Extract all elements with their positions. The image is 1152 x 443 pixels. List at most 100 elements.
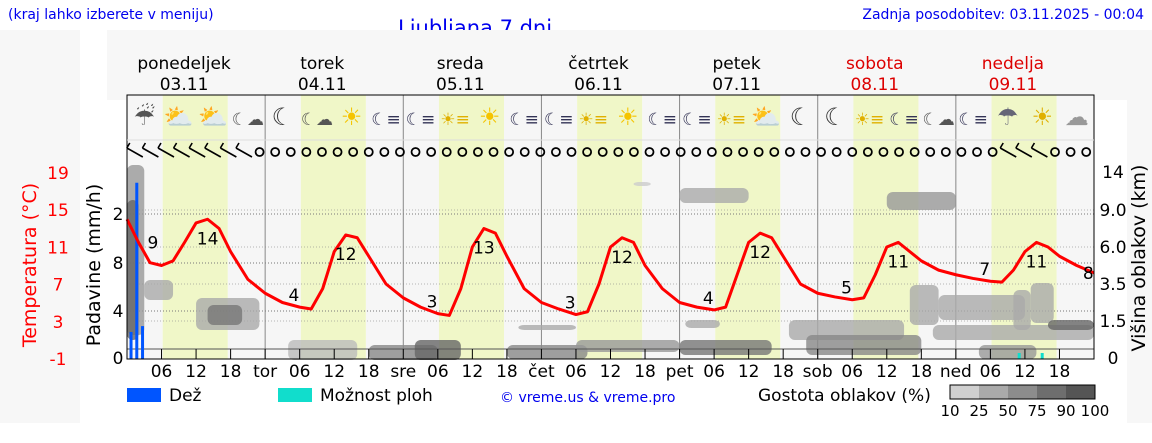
density-scale-frame — [949, 384, 1096, 400]
sun-icon: ☀ — [479, 103, 501, 131]
cloud-height-axis-label: Višina oblakov (km) — [1128, 165, 1150, 352]
credit-link: © vreme.us & vreme.pro — [500, 390, 675, 406]
calm-wind-icon — [738, 147, 748, 157]
cloud-area — [1013, 290, 1031, 330]
day-date: 06.11 — [574, 75, 623, 95]
x-tick-label: pet — [666, 362, 694, 382]
day-name: torek — [300, 54, 344, 74]
day-date: 05.11 — [436, 75, 485, 95]
calm-wind-icon — [363, 147, 374, 157]
sun-cloud-icon: ⛅ — [164, 103, 194, 131]
x-tick-label: 12 — [876, 362, 898, 382]
calm-wind-icon — [426, 147, 437, 157]
night-band — [642, 95, 680, 359]
x-tick-label: 06 — [289, 362, 311, 382]
calm-wind-icon — [784, 147, 795, 157]
temperature-label: 11 — [1026, 252, 1048, 272]
night-band — [265, 95, 301, 359]
cloud-area — [886, 192, 956, 210]
cloud-height-tick: 9.0 — [1099, 201, 1126, 221]
calm-wind-icon — [956, 147, 967, 157]
cloud-height-tick: 1.5 — [1099, 312, 1126, 332]
temperature-label: 3 — [565, 294, 576, 314]
calm-wind-icon — [987, 147, 998, 157]
temperature-axis-label: Temperatura (°C) — [19, 183, 41, 348]
x-tick-label: 12 — [738, 362, 760, 382]
cloud-height-tick: 6.0 — [1099, 238, 1126, 258]
rain-cloud-icon: ☔ — [134, 102, 156, 131]
cloud-area — [288, 340, 358, 360]
temperature-line — [125, 217, 1095, 317]
day-name: četrtek — [568, 54, 629, 74]
calm-wind-icon — [909, 147, 920, 157]
calm-wind-icon — [270, 147, 281, 157]
cloud-area — [978, 345, 1037, 359]
cloud-area — [938, 295, 1025, 320]
daylight-band — [300, 95, 366, 359]
x-tick-label: 18 — [220, 362, 242, 382]
cloud-area — [679, 188, 749, 203]
moon-fog-icon: ☾≡ — [509, 110, 538, 130]
wind-barb-icon — [1015, 142, 1033, 158]
last-update: Zadnja posodobitev: 03.11.2025 - 00:04 — [862, 7, 1144, 23]
day-date: 08.11 — [850, 75, 899, 95]
precip-tick: 8 — [113, 254, 124, 274]
calm-wind-icon — [722, 147, 733, 157]
calm-wind-icon — [925, 147, 936, 157]
wind-barb-icon — [235, 142, 253, 158]
precip-tick: 4 — [113, 302, 124, 322]
moon-cloud-icon: ☾☁ — [232, 110, 264, 130]
cloud-height-tick: 3.5 — [1099, 275, 1126, 295]
density-level: 10 — [940, 402, 959, 420]
calm-wind-icon — [597, 147, 608, 157]
x-tick-label: 12 — [600, 362, 622, 382]
cloud-area — [679, 340, 772, 355]
moon-cloud-icon: ☾☁ — [922, 110, 954, 130]
calm-wind-icon — [831, 147, 842, 157]
x-tick-label: 18 — [772, 362, 794, 382]
calm-wind-icon — [285, 147, 296, 157]
cloud-area — [144, 280, 174, 300]
cloud-area — [685, 320, 720, 328]
x-tick-label: 12 — [185, 362, 207, 382]
density-level: 100 — [1081, 402, 1110, 420]
x-tick-label: 12 — [323, 362, 345, 382]
precip-axis-label: Padavine (mm/h) — [83, 184, 105, 347]
day-date: 04.11 — [298, 75, 347, 95]
daylight-band — [438, 95, 505, 359]
calm-wind-icon — [379, 147, 390, 157]
sun-drizzle-icon: ☀ — [1031, 103, 1053, 131]
wind-barb-icon — [141, 142, 159, 158]
precip-tick: 0 — [113, 349, 124, 369]
sun-cloud-rain-icon: ⛅ — [751, 103, 781, 131]
wind-barb-icon — [172, 142, 190, 158]
night-band — [365, 95, 404, 359]
precip-bar — [135, 182, 139, 359]
moon-fog-icon: ☾≡ — [406, 110, 435, 130]
day-date: 07.11 — [712, 75, 761, 95]
calm-wind-icon — [644, 147, 655, 157]
daylight-band — [577, 95, 643, 359]
cloudy-icon: ☁ — [1065, 103, 1089, 131]
density-level: 90 — [1056, 402, 1075, 420]
day-name: ponedeljek — [137, 54, 231, 74]
cloud-area — [1047, 320, 1094, 330]
calm-wind-icon — [660, 147, 670, 157]
sun-icon: ☀ — [617, 103, 639, 131]
calm-wind-icon — [317, 147, 327, 157]
right-panel — [1127, 30, 1152, 423]
drizzle-cloud-icon: ☂ — [997, 103, 1019, 131]
density-swatch — [1066, 385, 1095, 399]
calm-wind-icon — [613, 147, 624, 157]
left-gap — [80, 30, 107, 423]
hint-text[interactable]: (kraj lahko izberete v meniju) — [8, 7, 214, 23]
calm-wind-icon — [301, 147, 312, 157]
calm-wind-icon — [582, 147, 593, 157]
precip-bar — [129, 331, 133, 359]
cloud-density-label: Gostota oblakov (%) — [758, 386, 931, 406]
calm-wind-icon — [628, 147, 639, 157]
precip-bar — [141, 326, 145, 359]
calm-wind-icon — [254, 147, 265, 157]
temperature-label: 8 — [1083, 264, 1094, 284]
calm-wind-icon — [441, 147, 452, 157]
